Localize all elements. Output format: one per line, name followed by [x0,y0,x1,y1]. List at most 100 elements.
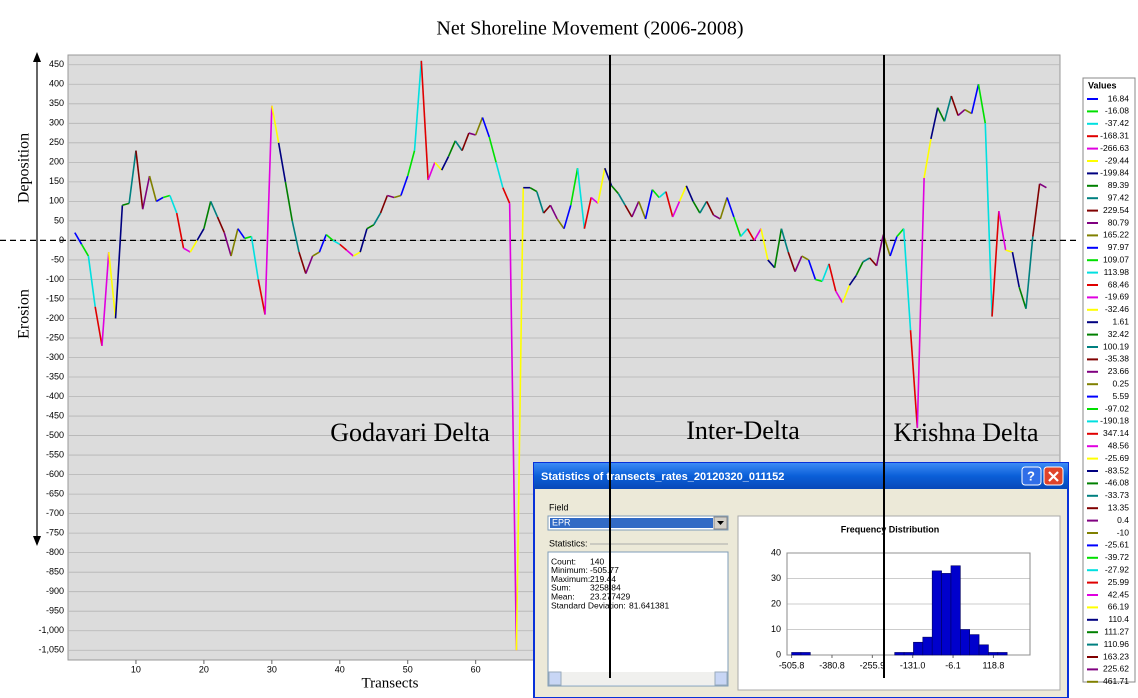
line-segment [576,168,586,229]
line-segment [705,201,715,216]
line-segment [413,60,423,151]
histogram-bar [800,652,811,656]
y-tick-label: -600 [46,469,64,479]
line-segment [970,84,980,114]
field-value[interactable]: EPR [552,517,571,527]
stat-value: 3258.84 [590,583,621,593]
legend-label: -16.08 [1105,106,1129,116]
scroll-right[interactable] [714,671,728,686]
line-segment [617,193,626,206]
x-tick-label: 50 [403,664,413,674]
line-segment [373,212,382,226]
legend-label: 25.99 [1108,577,1130,587]
line-segment [400,175,409,196]
legend-label: 16.84 [1108,93,1130,103]
line-segment [896,228,905,238]
y-tick-label: -1,000 [38,625,64,635]
stat-value: 219.44 [590,574,616,584]
line-segment [135,150,144,210]
histogram-bar [922,636,933,656]
line-segment [515,187,525,651]
legend-label: 110.4 [1108,614,1129,624]
line-segment [556,218,565,230]
help-button-label[interactable]: ? [1027,468,1035,483]
line-segment [651,189,660,198]
line-segment [257,279,266,315]
y-tick-label: 0 [776,649,781,659]
line-segment [801,255,810,261]
line-segment [644,189,654,220]
y-tick-label: -200 [46,313,64,323]
legend-label: 100.19 [1103,341,1129,351]
x-tick-label: 30 [267,664,277,674]
line-segment [665,191,674,218]
y-tick-label: 450 [49,59,64,69]
line-segment [563,205,572,229]
y-tick-label: 100 [49,196,64,206]
scrollbar[interactable] [549,672,727,685]
line-segment [692,200,701,214]
y-tick-label: -100 [46,274,64,284]
line-segment [950,95,959,116]
line-segment [87,255,96,307]
line-segment [726,197,735,218]
line-segment [271,105,280,143]
line-segment [264,105,273,315]
line-segment [631,201,640,218]
line-segment [230,228,239,257]
line-segment [107,252,117,319]
line-segment [821,263,830,282]
line-segment [420,60,429,180]
line-segment [794,255,803,272]
legend-label: -266.63 [1100,143,1129,153]
line-segment [923,138,932,179]
chart-title: Net Shoreline Movement (2006-2008) [436,18,743,40]
histogram-bar [960,629,971,656]
y-tick-label: 30 [771,573,781,583]
line-segment [740,228,749,238]
line-segment [875,234,885,266]
line-segment [719,197,728,220]
x-tick-label: 20 [199,664,209,674]
legend-label: 110.96 [1104,639,1130,649]
line-segment [549,204,558,220]
line-segment [658,191,667,199]
y-tick-label: -950 [46,606,64,616]
line-segment [746,228,755,241]
stat-value: 81.641381 [629,600,669,610]
histogram-bar [978,644,989,656]
dropdown-arrow [717,521,724,525]
scroll-left[interactable] [548,671,562,686]
line-segment [481,117,491,138]
stat-label: Maximum: [551,574,590,584]
legend-label: -19.69 [1105,292,1129,302]
line-segment [80,243,90,257]
x-tick-label: 60 [471,664,481,674]
help-button[interactable] [1021,466,1042,486]
line-segment [787,251,796,272]
stat-label: Minimum: [551,565,588,575]
line-segment [114,205,124,319]
legend-label: 113.98 [1104,267,1130,277]
line-segment [536,191,545,214]
legend-label: -190.18 [1100,416,1129,426]
line-segment [637,201,647,220]
line-segment [277,142,287,182]
line-segment [848,275,857,286]
line-segment [767,259,776,269]
x-tick-label: 10 [131,664,141,674]
line-segment [406,150,416,177]
legend-box [1082,77,1136,683]
y-tick-label: -150 [46,293,64,303]
histogram-bar [950,565,961,656]
line-segment [284,181,294,222]
y-tick-label: 20 [771,598,781,608]
line-segment [889,236,898,257]
statistics-box [547,551,729,687]
legend-label: 42.45 [1108,589,1130,599]
line-segment [610,185,619,195]
stat-value: -505.77 [590,565,619,575]
y-tick-label: -550 [46,449,64,459]
legend-label: -27.92 [1105,564,1129,574]
line-segment [196,228,205,241]
